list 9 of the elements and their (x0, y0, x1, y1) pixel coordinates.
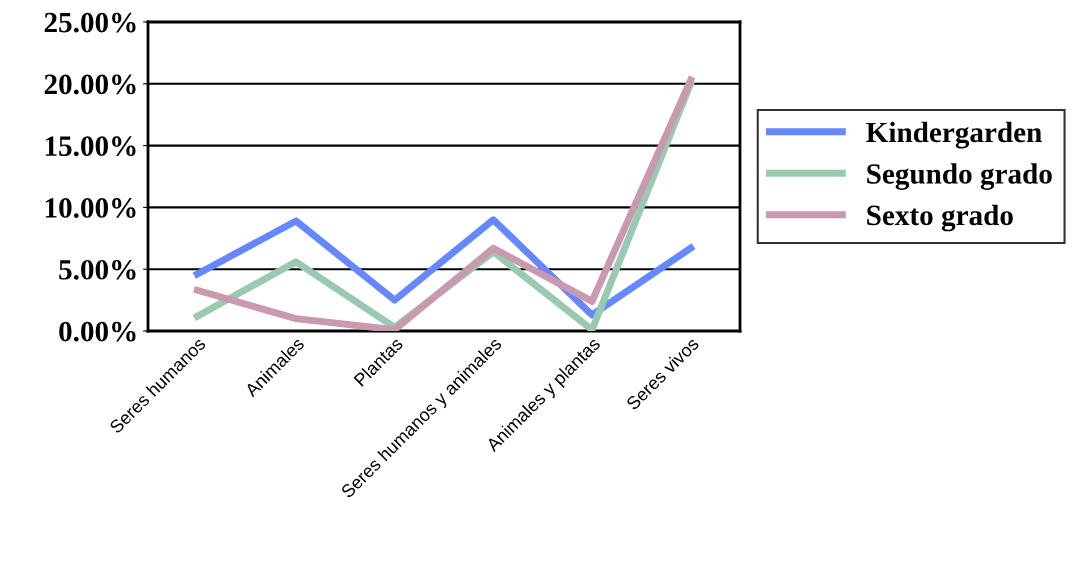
y-tick-label: 25.00% (44, 12, 136, 33)
y-tick-label: 15.00% (45, 136, 136, 157)
legend-label: Segundo grado (867, 163, 1052, 190)
y-tick-label: 10.00% (45, 198, 136, 218)
y-tick-label: 20.00% (44, 74, 136, 95)
y-tick-label: 0.00% (59, 321, 136, 342)
legend-label: Sexto grado (867, 204, 1013, 232)
legend-label: Kindergarden (866, 121, 1042, 149)
y-tick-label: 5.00% (59, 259, 136, 280)
